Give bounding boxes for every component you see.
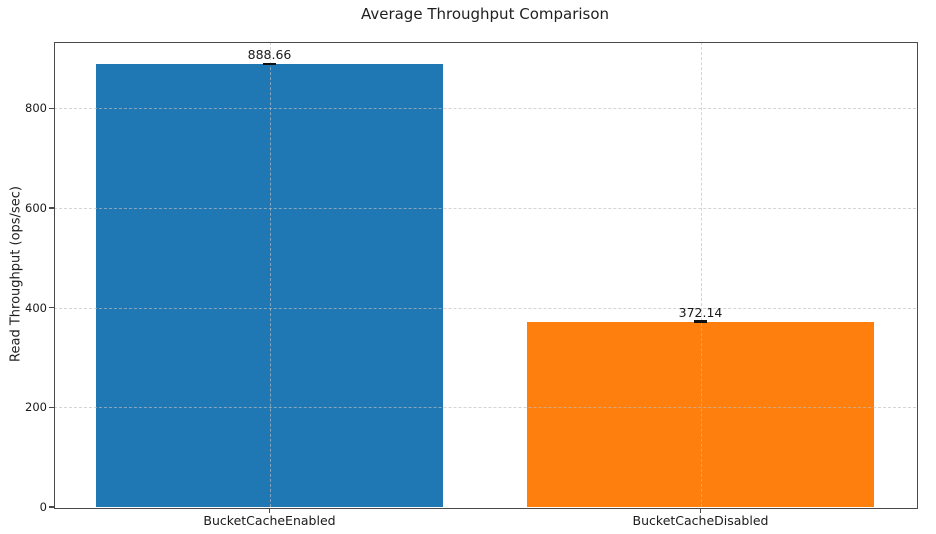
v-gridline	[269, 42, 271, 507]
v-gridline	[700, 42, 702, 507]
y-tick-mark	[49, 506, 54, 508]
y-tick-label: 0	[39, 500, 47, 514]
y-tick-label: 200	[25, 400, 47, 415]
error-bar-cap	[694, 320, 707, 323]
y-tick-label: 800	[25, 101, 47, 116]
h-gridline	[54, 407, 916, 409]
h-gridline	[54, 108, 916, 110]
y-tick-mark	[49, 406, 54, 408]
x-tick-mark	[699, 508, 702, 513]
bar-value-label: 372.14	[678, 304, 723, 320]
error-bar-cap	[263, 62, 276, 66]
y-tick-mark	[49, 107, 54, 109]
y-tick-mark	[49, 207, 54, 209]
h-gridline	[54, 307, 916, 309]
y-tick-mark	[49, 306, 54, 309]
h-gridline	[54, 207, 916, 209]
chart-title: Average Throughput Comparison	[360, 5, 610, 23]
y-tick-label: 400	[25, 300, 47, 315]
x-tick-label: BucketCacheEnabled	[203, 513, 336, 528]
x-tick-mark	[268, 508, 271, 513]
bar-value-label: 888.66	[247, 47, 292, 63]
x-tick-label: BucketCacheDisabled	[632, 513, 769, 528]
y-tick-label: 600	[25, 200, 47, 215]
